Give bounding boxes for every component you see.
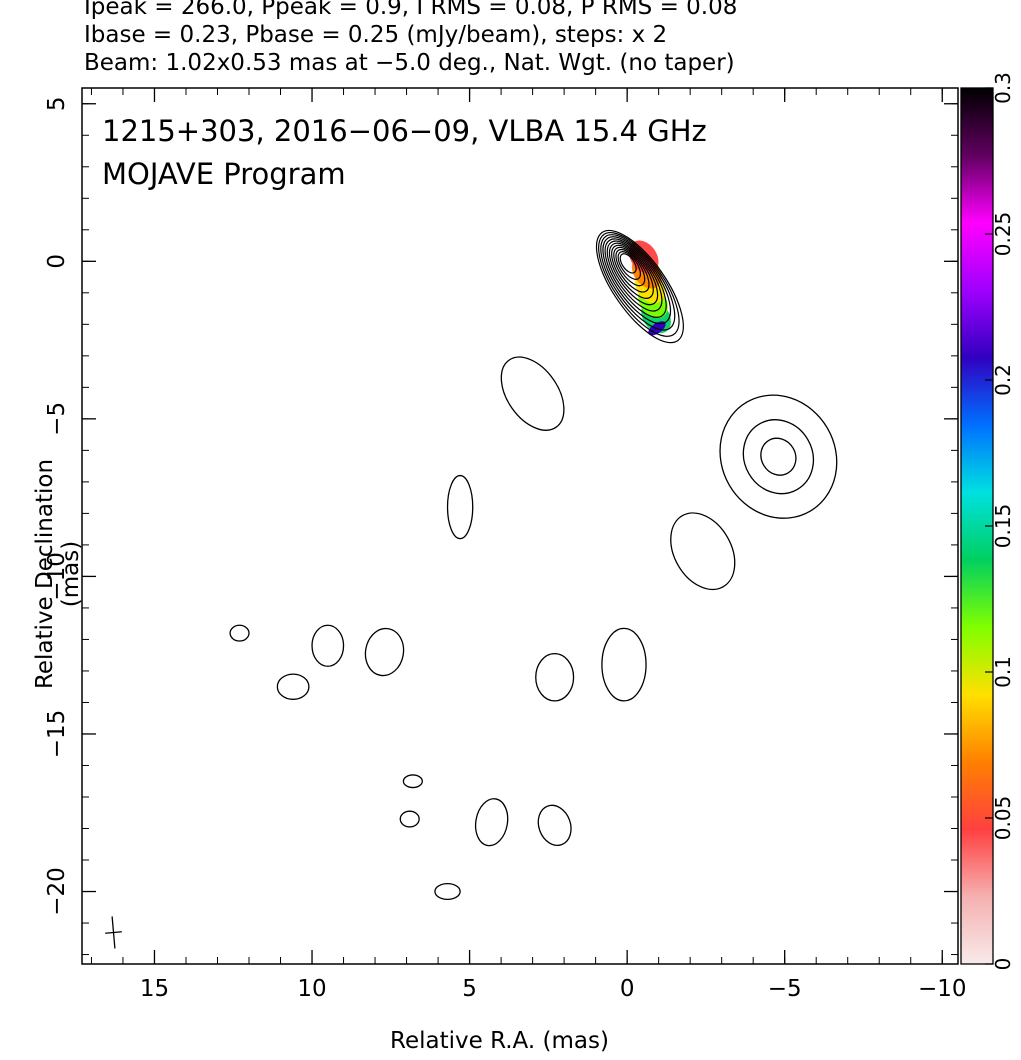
header-line-1: Ipeak = 266.0, Ppeak = 0.9, I RMS = 0.08… — [84, 0, 738, 20]
jet-component — [474, 798, 509, 847]
colorbar-tick-label: 0.3 — [991, 72, 1015, 104]
x-tick-label: −5 — [768, 976, 802, 1002]
jet-component — [311, 624, 345, 667]
contour-line — [719, 394, 838, 519]
contour-line — [619, 253, 637, 274]
header-line-2: Ibase = 0.23, Pbase = 0.25 (mJy/beam), s… — [84, 22, 668, 48]
jet-component — [399, 810, 420, 828]
colorbar-tick-label: 0.05 — [991, 796, 1015, 841]
x-tick-label: 15 — [140, 976, 169, 1002]
contour-line — [601, 627, 647, 702]
y-tick-label: −5 — [44, 402, 70, 436]
contour-line — [474, 798, 509, 847]
y-tick-label: −15 — [44, 710, 70, 759]
jet-component — [402, 774, 423, 789]
x-tick-label: 0 — [620, 976, 635, 1002]
contour-line — [670, 512, 736, 591]
contour-line — [500, 356, 565, 431]
colorbar-tick-label: 0.15 — [991, 504, 1015, 549]
contour-line — [595, 229, 684, 344]
contour-line — [364, 627, 405, 677]
contour-line — [399, 810, 420, 828]
header-line-3: Beam: 1.02x0.53 mas at −5.0 deg., Nat. W… — [84, 50, 735, 76]
contour-line — [446, 474, 474, 540]
jet-component — [500, 356, 565, 431]
jet-component — [364, 627, 405, 677]
jet-component — [601, 627, 647, 702]
contour-line — [742, 419, 815, 495]
x-tick-label: −10 — [918, 976, 967, 1002]
plot-frame — [81, 87, 959, 965]
colorbar-tick-label: 0 — [991, 958, 1015, 971]
contour-line — [229, 624, 250, 642]
contour-line — [613, 246, 650, 293]
contour-line — [311, 624, 345, 667]
core-component — [595, 229, 684, 344]
contour-line — [537, 804, 572, 846]
y-tick-label: 0 — [44, 254, 70, 269]
y-axis-label: Relative Declination (mas) — [32, 458, 84, 690]
colorbar-tick-label: 0.1 — [991, 656, 1015, 688]
jet-component — [670, 512, 736, 591]
contour-line — [617, 251, 641, 280]
x-tick-label: 10 — [297, 976, 326, 1002]
contour-line — [600, 234, 676, 331]
colorbar-tick-label: 0.2 — [991, 364, 1015, 396]
plot-title: 1215+303, 2016−06−09, VLBA 15.4 GHz — [102, 114, 707, 148]
jet-component — [446, 474, 474, 540]
contour-line — [602, 236, 672, 325]
beam-minor-axis — [105, 931, 122, 934]
plot-subtitle: MOJAVE Program — [102, 157, 346, 191]
contour-line — [535, 652, 575, 702]
contour-line — [434, 882, 461, 901]
contour-line — [276, 673, 310, 700]
contour-line — [615, 248, 646, 287]
beam-marker — [105, 916, 122, 949]
x-axis-label: Relative R.A. (mas) — [390, 1028, 609, 1054]
jet-component — [229, 624, 250, 642]
contour-line — [608, 242, 659, 306]
jet-component — [434, 882, 461, 901]
y-tick-label: −10 — [44, 552, 70, 601]
jet-component — [537, 804, 572, 846]
x-tick-label: 5 — [462, 976, 477, 1002]
contour-line — [402, 774, 423, 789]
y-tick-label: 5 — [44, 96, 70, 111]
jet-component — [535, 652, 575, 702]
contour-line — [606, 240, 663, 312]
y-tick-label: −20 — [44, 867, 70, 916]
contour-line — [604, 238, 667, 318]
colorbar-tick-label: 0.25 — [991, 212, 1015, 257]
contour-line — [598, 231, 680, 337]
contour-line — [760, 437, 797, 476]
jet-component — [276, 673, 310, 700]
jet-component — [719, 394, 838, 519]
contour-line — [611, 244, 654, 299]
